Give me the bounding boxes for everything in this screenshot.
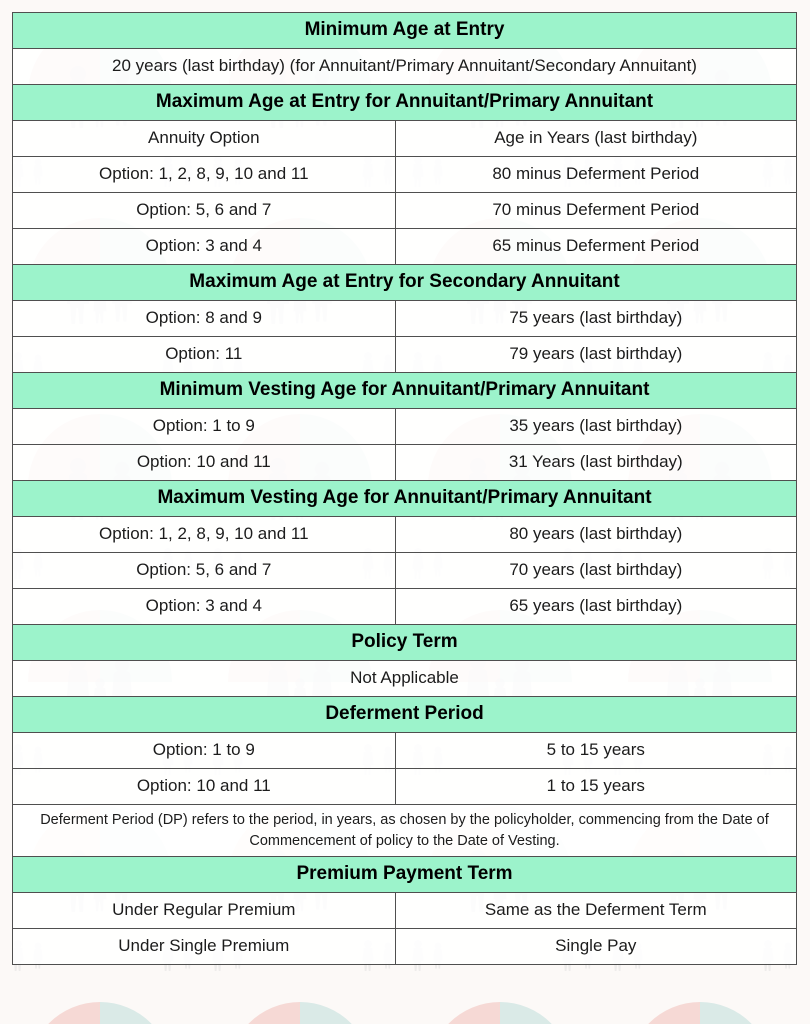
section-header: Premium Payment Term — [12, 856, 797, 893]
value-cell: 79 years (last birthday) — [394, 336, 798, 373]
option-cell: Option: 1 to 9 — [12, 732, 396, 769]
table-row: Option: 1 to 9 35 years (last birthday) — [12, 408, 798, 445]
table-row: Option: 5, 6 and 7 70 years (last birthd… — [12, 552, 798, 589]
option-cell: Option: 1, 2, 8, 9, 10 and 11 — [12, 516, 396, 553]
table-row: Option: 3 and 4 65 minus Deferment Perio… — [12, 228, 798, 265]
option-cell: Option: 11 — [12, 336, 396, 373]
deferment-period-note: Deferment Period (DP) refers to the peri… — [12, 804, 797, 857]
note-row: Deferment Period (DP) refers to the peri… — [12, 804, 797, 857]
section-header-row: Premium Payment Term — [12, 856, 797, 893]
section-header-row: Maximum Age at Entry for Annuitant/Prima… — [12, 84, 797, 121]
option-cell: Option: 1, 2, 8, 9, 10 and 11 — [12, 156, 396, 193]
section-header-row: Minimum Age at Entry — [12, 12, 797, 49]
section-header: Deferment Period — [12, 696, 797, 733]
option-cell: Option: 10 and 11 — [12, 768, 396, 805]
section-header: Policy Term — [12, 624, 797, 661]
table-row: Option: 11 79 years (last birthday) — [12, 336, 798, 373]
value-cell: 65 years (last birthday) — [394, 588, 798, 625]
section-header-row: Deferment Period — [12, 696, 797, 733]
section-header: Maximum Age at Entry for Annuitant/Prima… — [12, 84, 797, 121]
value-cell: Same as the Deferment Term — [394, 892, 798, 929]
section-header: Minimum Age at Entry — [12, 12, 797, 49]
section-header-row: Maximum Vesting Age for Annuitant/Primar… — [12, 480, 797, 517]
option-cell: Under Single Premium — [12, 928, 396, 965]
table-row: Annuity Option Age in Years (last birthd… — [12, 120, 798, 157]
value-cell: 80 years (last birthday) — [394, 516, 798, 553]
value-cell: 70 years (last birthday) — [394, 552, 798, 589]
option-cell: Option: 10 and 11 — [12, 444, 396, 481]
option-cell: Option: 5, 6 and 7 — [12, 552, 396, 589]
table-row: 20 years (last birthday) (for Annuitant/… — [12, 48, 797, 85]
value-cell: 35 years (last birthday) — [394, 408, 798, 445]
option-cell: Option: 5, 6 and 7 — [12, 192, 396, 229]
table-row: Option: 10 and 11 1 to 15 years — [12, 768, 798, 805]
section-header: Minimum Vesting Age for Annuitant/Primar… — [12, 372, 797, 409]
value-cell: 1 to 15 years — [394, 768, 798, 805]
document-sheet: Minimum Age at Entry 20 years (last birt… — [12, 12, 798, 965]
table-row: Option: 10 and 11 31 Years (last birthda… — [12, 444, 798, 481]
table-row: Option: 1 to 9 5 to 15 years — [12, 732, 798, 769]
annuity-eligibility-table: Minimum Age at Entry 20 years (last birt… — [12, 12, 798, 965]
option-cell: Option: 8 and 9 — [12, 300, 396, 337]
section-header-row: Minimum Vesting Age for Annuitant/Primar… — [12, 372, 797, 409]
value-cell: 70 minus Deferment Period — [394, 192, 798, 229]
table-row: Option: 1, 2, 8, 9, 10 and 11 80 years (… — [12, 516, 798, 553]
value-cell: 31 Years (last birthday) — [394, 444, 798, 481]
option-cell: Option: 1 to 9 — [12, 408, 396, 445]
table-row: Not Applicable — [12, 660, 797, 697]
column-label-cell: Age in Years (last birthday) — [394, 120, 798, 157]
table-row: Under Single Premium Single Pay — [12, 928, 798, 965]
column-label-cell: Annuity Option — [12, 120, 396, 157]
option-cell: Under Regular Premium — [12, 892, 396, 929]
value-cell: Single Pay — [394, 928, 798, 965]
value-cell: 5 to 15 years — [394, 732, 798, 769]
section-header: Maximum Age at Entry for Secondary Annui… — [12, 264, 797, 301]
value-cell: 75 years (last birthday) — [394, 300, 798, 337]
table-row: Option: 5, 6 and 7 70 minus Deferment Pe… — [12, 192, 798, 229]
option-cell: Option: 3 and 4 — [12, 588, 396, 625]
full-width-cell: 20 years (last birthday) (for Annuitant/… — [12, 48, 797, 85]
section-header-row: Policy Term — [12, 624, 797, 661]
option-cell: Option: 3 and 4 — [12, 228, 396, 265]
full-width-cell: Not Applicable — [12, 660, 797, 697]
value-cell: 65 minus Deferment Period — [394, 228, 798, 265]
table-row: Under Regular Premium Same as the Deferm… — [12, 892, 798, 929]
value-cell: 80 minus Deferment Period — [394, 156, 798, 193]
table-row: Option: 3 and 4 65 years (last birthday) — [12, 588, 798, 625]
section-header-row: Maximum Age at Entry for Secondary Annui… — [12, 264, 797, 301]
table-row: Option: 1, 2, 8, 9, 10 and 11 80 minus D… — [12, 156, 798, 193]
table-row: Option: 8 and 9 75 years (last birthday) — [12, 300, 798, 337]
section-header: Maximum Vesting Age for Annuitant/Primar… — [12, 480, 797, 517]
